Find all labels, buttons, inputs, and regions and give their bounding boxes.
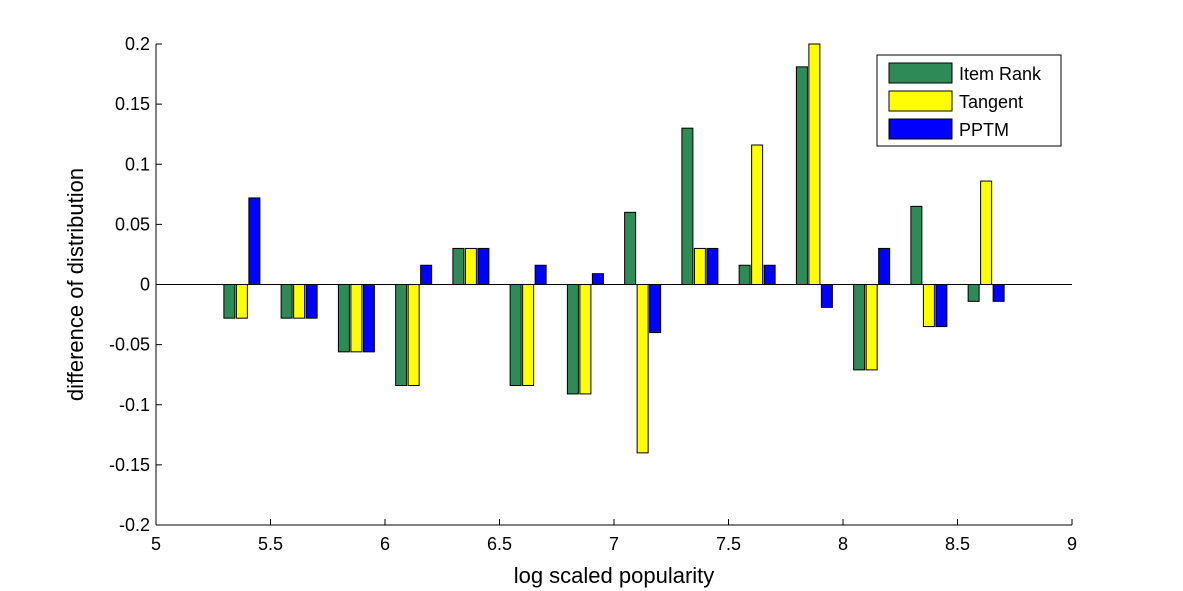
legend-swatch-pptm [888,118,953,140]
x-tick-label: 6 [380,534,390,554]
bar-item-rank-6 [566,284,579,395]
bar-tangent-11 [865,284,878,371]
bar-pptm-10 [820,284,833,308]
bar-tangent-6 [579,284,592,395]
bar-item-rank-7 [624,211,637,286]
bar-tangent-10 [808,43,821,285]
y-tick-label: 0 [140,275,150,295]
x-tick-label: 9 [1067,534,1077,554]
bar-item-rank-1 [280,284,293,319]
bar-item-rank-0 [223,284,236,319]
y-tick-label: 0.05 [115,214,150,234]
bar-pptm-6 [591,273,604,285]
bar-tangent-0 [235,284,248,319]
y-tick-label: -0.2 [119,515,150,535]
bar-pptm-12 [935,284,948,328]
y-tick-label: 0.2 [125,34,150,54]
y-axis-title: difference of distribution [63,168,88,401]
bar-item-rank-11 [853,284,866,371]
x-tick-label: 6.5 [487,534,512,554]
y-tick-label: -0.05 [109,335,150,355]
x-tick-label: 7.5 [716,534,741,554]
x-axis-title: log scaled popularity [514,563,715,588]
bar-item-rank-3 [395,284,408,387]
axes: -0.2 -0.15 -0.1 -0.05 0 0.05 0.1 0.15 0.2 5 5.5 6 6.… [109,34,1077,554]
bar-tangent-12 [922,284,935,328]
legend: Item Rank Tangent PPTM [876,54,1062,147]
x-tick-label: 8.5 [945,534,970,554]
bar-pptm-4 [477,247,490,285]
plot-area [156,43,1072,454]
legend-swatch-tangent [888,90,953,112]
bar-pptm-1 [305,284,318,319]
legend-label-item-rank: Item Rank [959,64,1042,84]
bar-item-rank-12 [910,205,923,285]
bar-item-rank-8 [681,127,694,285]
bar-item-rank-10 [795,66,808,285]
y-tick-label: 0.1 [125,154,150,174]
legend-swatch-item-rank [888,62,953,84]
bar-tangent-2 [350,284,363,353]
bar-tangent-9 [751,144,764,285]
bar-tangent-5 [522,284,535,387]
y-tick-label: -0.1 [119,395,150,415]
x-tick-label: 7 [609,534,619,554]
bar-item-rank-4 [452,247,465,285]
bar-item-rank-2 [337,284,350,353]
bar-pptm-11 [878,247,891,285]
bar-tangent-4 [464,247,477,285]
bar-pptm-0 [248,197,261,285]
legend-label-pptm: PPTM [959,120,1009,140]
y-tick-label: -0.15 [109,455,150,475]
bar-pptm-7 [649,284,662,334]
x-tick-label: 5 [151,534,161,554]
y-tick-label: 0.15 [115,94,150,114]
bar-pptm-3 [420,264,433,286]
bar-item-rank-9 [738,264,751,286]
bar-pptm-9 [763,264,776,286]
bar-tangent-7 [636,284,649,454]
bar-tangent-1 [293,284,306,319]
bar-item-rank-13 [967,284,980,302]
bar-pptm-8 [706,247,719,285]
bar-tangent-13 [980,180,993,285]
x-tick-label: 5.5 [258,534,283,554]
bar-pptm-13 [992,284,1005,302]
legend-label-tangent: Tangent [959,92,1023,112]
bar-tangent-3 [407,284,420,387]
bar-item-rank-5 [509,284,522,387]
bar-pptm-5 [534,264,547,286]
bar-pptm-2 [362,284,375,353]
bar-tangent-8 [693,247,706,285]
x-tick-label: 8 [838,534,848,554]
